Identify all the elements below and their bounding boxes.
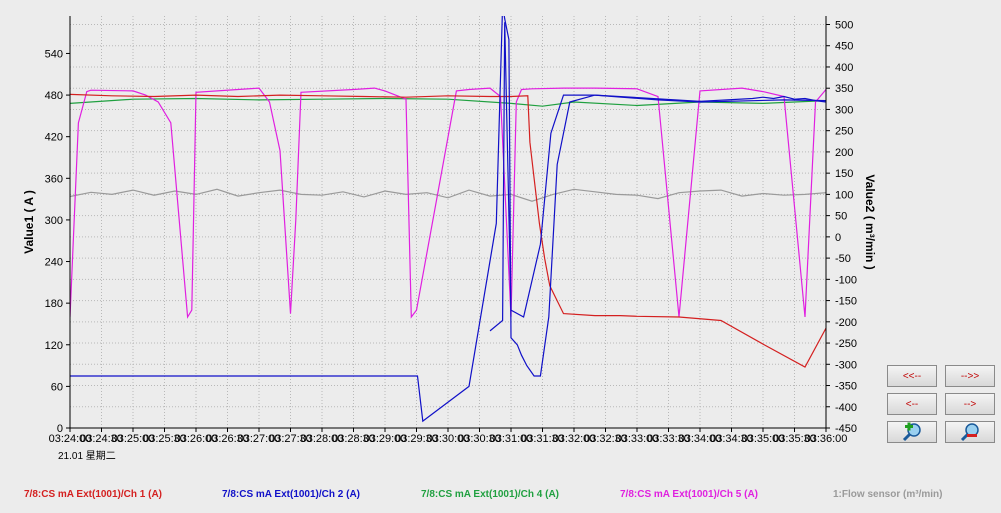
x-tick-label: 03:24:00 — [49, 433, 92, 445]
x-tick-label: 03:35:30 — [773, 433, 816, 445]
x-tick-label: 03:25:00 — [112, 433, 155, 445]
x-tick-label: 03:31:30 — [521, 433, 564, 445]
y-left-tick-label: 480 — [45, 90, 63, 102]
series-line-1-flow-sensor-m-min — [70, 188, 826, 202]
fast-back-button[interactable]: <<-- — [887, 365, 937, 387]
x-tick-label: 03:30:30 — [458, 433, 501, 445]
legend-ch4[interactable]: 7/8:CS mA Ext(1001)/Ch 4 (A) — [421, 489, 559, 500]
y-axis-right-label: Value2 ( m³/min ) — [863, 174, 877, 269]
series-line-7-8-cs-ma-ext-1001-ch-2-a — [70, 16, 826, 423]
y-right-tick-label: -100 — [835, 274, 857, 286]
y-right-tick-label: -250 — [835, 338, 857, 350]
series-line-7-8-cs-ma-ext-1001-ch-2-a-segment — [489, 22, 826, 332]
y-left-tick-label: 120 — [45, 340, 63, 352]
y-right-tick-label: -50 — [835, 253, 851, 265]
series-layer — [70, 16, 826, 423]
y-right-tick-label: 500 — [835, 19, 853, 31]
legend: 7/8:CS mA Ext(1001)/Ch 1 (A) 7/8:CS mA E… — [0, 489, 1001, 505]
legend-ch2[interactable]: 7/8:CS mA Ext(1001)/Ch 2 (A) — [222, 489, 360, 500]
y-left-tick-label: 0 — [57, 423, 63, 435]
y-left-tick-label: 360 — [45, 173, 63, 185]
y-right-tick-label: 400 — [835, 62, 853, 74]
y-right-tick-label: 0 — [835, 232, 841, 244]
y-right-tick-label: 200 — [835, 147, 853, 159]
x-tick-label: 03:35:00 — [742, 433, 785, 445]
zoom-out-button[interactable] — [945, 421, 995, 443]
y-right-tick-label: 250 — [835, 126, 853, 138]
x-tick-label: 03:33:00 — [616, 433, 659, 445]
y-left-tick-label: 540 — [45, 48, 63, 60]
y-right-tick-label: -150 — [835, 296, 857, 308]
x-tick-label: 03:30:00 — [427, 433, 470, 445]
zoom-in-icon — [902, 422, 921, 442]
x-tick-label: 03:31:00 — [490, 433, 533, 445]
x-tick-label: 03:32:30 — [584, 433, 627, 445]
y-right-tick-label: -350 — [835, 381, 857, 393]
x-tick-label: 03:36:00 — [805, 433, 848, 445]
zoom-in-button[interactable] — [887, 421, 937, 443]
legend-ch5[interactable]: 7/8:CS mA Ext(1001)/Ch 5 (A) — [620, 489, 758, 500]
date-label: 21.01 星期二 — [58, 451, 116, 462]
y-right-tick-label: 50 — [835, 211, 847, 223]
x-tick-label: 03:32:00 — [553, 433, 596, 445]
y-left-tick-label: 300 — [45, 215, 63, 227]
y-left-tick-label: 240 — [45, 257, 63, 269]
series-line-7-8-cs-ma-ext-1001-ch-4-a — [70, 97, 826, 107]
x-tick-label: 03:25:30 — [143, 433, 186, 445]
y-left-tick-label: 420 — [45, 132, 63, 144]
y-axis-left-label: Value1 ( A ) — [22, 190, 36, 254]
y-right-tick-label: 350 — [835, 83, 853, 95]
forward-button[interactable]: --> — [945, 393, 995, 415]
y-left-tick-label: 60 — [51, 381, 63, 393]
y-left-tick-label: 180 — [45, 298, 63, 310]
back-button[interactable]: <-- — [887, 393, 937, 415]
x-tick-label: 03:24:30 — [80, 433, 123, 445]
y-right-tick-label: -400 — [835, 402, 857, 414]
x-tick-label: 03:26:30 — [206, 433, 249, 445]
x-tick-label: 03:33:30 — [647, 433, 690, 445]
x-tick-label: 03:29:00 — [364, 433, 407, 445]
y-right-tick-label: -300 — [835, 359, 857, 371]
x-tick-label: 03:27:30 — [269, 433, 312, 445]
x-tick-label: 03:34:30 — [710, 433, 753, 445]
x-tick-label: 03:26:00 — [175, 433, 218, 445]
x-tick-label: 03:28:00 — [301, 433, 344, 445]
axes: 03:24:0003:24:3003:25:0003:25:3003:26:00… — [45, 16, 857, 445]
x-tick-label: 03:29:30 — [395, 433, 438, 445]
y-right-tick-label: 150 — [835, 168, 853, 180]
plot-area — [70, 16, 826, 428]
legend-ch1[interactable]: 7/8:CS mA Ext(1001)/Ch 1 (A) — [24, 489, 162, 500]
zoom-out-icon — [960, 423, 979, 442]
x-tick-label: 03:34:00 — [679, 433, 722, 445]
legend-flow-sensor[interactable]: 1:Flow sensor (m³/min) — [833, 489, 943, 500]
series-line-7-8-cs-ma-ext-1001-ch-5-a — [70, 87, 826, 319]
y-right-tick-label: 450 — [835, 41, 853, 53]
y-right-tick-label: -200 — [835, 317, 857, 329]
y-right-tick-label: 100 — [835, 189, 853, 201]
x-tick-label: 03:27:00 — [238, 433, 281, 445]
x-tick-label: 03:28:30 — [332, 433, 375, 445]
y-right-tick-label: 300 — [835, 104, 853, 116]
fast-forward-button[interactable]: -->> — [945, 365, 995, 387]
series-line-7-8-cs-ma-ext-1001-ch-1-a — [70, 93, 826, 368]
y-right-tick-label: -450 — [835, 423, 857, 435]
